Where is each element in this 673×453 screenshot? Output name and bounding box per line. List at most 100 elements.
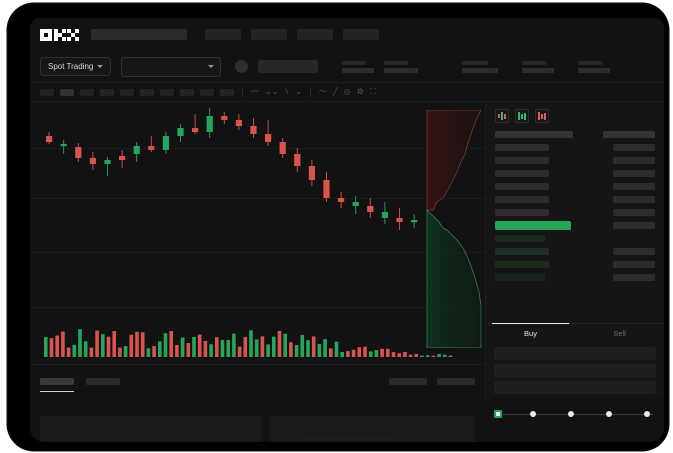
camera-icon[interactable]: ◎ bbox=[343, 87, 351, 96]
volume-bar bbox=[403, 352, 407, 357]
nav-item-4[interactable] bbox=[343, 29, 379, 40]
order-book-bid-row[interactable] bbox=[495, 246, 655, 256]
okx-logo[interactable] bbox=[40, 28, 79, 41]
interval-4h[interactable] bbox=[140, 88, 154, 96]
order-book-ask-row[interactable] bbox=[495, 155, 655, 165]
orders-panel-left[interactable] bbox=[40, 416, 262, 442]
slider-track bbox=[498, 414, 653, 415]
candle bbox=[89, 158, 96, 164]
trade-form: Buy Sell bbox=[486, 322, 664, 398]
ruler-icon[interactable]: ╱ bbox=[332, 87, 338, 96]
volume-histogram bbox=[44, 329, 453, 357]
fullscreen-icon[interactable]: ⛶ bbox=[369, 87, 376, 96]
bottom-tab-actions bbox=[389, 378, 475, 385]
tab-sell[interactable]: Sell bbox=[575, 324, 664, 343]
depth-bid-area bbox=[426, 209, 482, 348]
bottom-action-2[interactable] bbox=[437, 378, 475, 385]
orderbook-mode-both-icon[interactable] bbox=[495, 109, 509, 123]
orderbook-mode-asks-icon[interactable] bbox=[535, 109, 549, 123]
volume-bar bbox=[232, 333, 236, 357]
order-book-bid-row[interactable] bbox=[495, 272, 655, 282]
volume-bar bbox=[118, 347, 122, 357]
volume-bar bbox=[368, 351, 373, 357]
price-chart-panel[interactable] bbox=[30, 102, 485, 398]
indicator-wave-icon[interactable]: 〰 bbox=[251, 87, 259, 96]
orderbook-mode-bids-icon[interactable] bbox=[515, 109, 529, 123]
volume-bar bbox=[306, 340, 310, 357]
spot-trading-label: Spot Trading bbox=[48, 62, 94, 71]
candle bbox=[60, 144, 67, 147]
chart-gridline bbox=[30, 252, 485, 253]
price-input[interactable] bbox=[494, 347, 656, 360]
bottom-action-1[interactable] bbox=[389, 378, 427, 385]
interval-15m[interactable] bbox=[80, 88, 94, 96]
order-book-ask-row[interactable] bbox=[495, 142, 655, 152]
interval-more[interactable] bbox=[220, 88, 234, 96]
volume-bar bbox=[140, 332, 145, 357]
candle bbox=[396, 218, 403, 222]
volume-bar bbox=[329, 348, 333, 357]
slider-node-75[interactable] bbox=[606, 411, 612, 417]
amount-percent-slider[interactable] bbox=[494, 410, 655, 420]
candle bbox=[104, 160, 111, 164]
line-chart-icon[interactable]: 〜 bbox=[318, 87, 327, 96]
candle bbox=[294, 154, 301, 166]
volume-bar bbox=[95, 330, 99, 357]
order-book-ask-row[interactable] bbox=[495, 194, 655, 204]
interval-5m[interactable] bbox=[60, 88, 74, 96]
candle bbox=[75, 147, 82, 158]
nav-item-1[interactable] bbox=[205, 29, 241, 40]
interval-1w[interactable] bbox=[180, 88, 194, 96]
nav-item-2[interactable] bbox=[251, 29, 287, 40]
volume-bar bbox=[180, 337, 185, 357]
interval-1mo[interactable] bbox=[200, 88, 214, 96]
interval-1m[interactable] bbox=[40, 88, 54, 96]
alert-bell-icon[interactable]: ⑊ bbox=[284, 87, 290, 96]
volume-bar bbox=[363, 346, 367, 357]
order-book-bid-row[interactable] bbox=[495, 259, 655, 269]
volume-bar bbox=[135, 331, 139, 357]
global-search-input[interactable] bbox=[91, 29, 187, 40]
settings-icon[interactable]: ⚙ bbox=[356, 87, 364, 96]
ticker-bar: Spot Trading bbox=[30, 51, 664, 83]
order-book-ask-row[interactable] bbox=[495, 181, 655, 191]
slider-node-100[interactable] bbox=[644, 411, 650, 417]
volume-bar bbox=[72, 344, 77, 357]
chevron-down-icon bbox=[208, 65, 215, 68]
volume-bar bbox=[408, 354, 413, 357]
order-book-ask-row[interactable] bbox=[495, 168, 655, 178]
slider-node-0[interactable] bbox=[494, 410, 502, 418]
volume-bar bbox=[380, 348, 384, 357]
volume-bar bbox=[226, 339, 230, 357]
interval-1d[interactable] bbox=[160, 88, 174, 96]
trading-pair-select[interactable] bbox=[121, 56, 222, 77]
tab-buy-label: Buy bbox=[524, 329, 537, 338]
ticker-stat-5 bbox=[578, 60, 611, 73]
slider-node-25[interactable] bbox=[530, 411, 536, 417]
volume-bar bbox=[197, 334, 202, 357]
order-book-spread-row bbox=[495, 220, 655, 230]
bottom-tab-open-orders[interactable] bbox=[40, 378, 74, 392]
order-book-bid-row[interactable] bbox=[495, 233, 655, 243]
slider-node-50[interactable] bbox=[568, 411, 574, 417]
volume-bar bbox=[220, 339, 225, 357]
amount-input[interactable] bbox=[494, 364, 656, 377]
chevron-down-icon bbox=[97, 65, 104, 68]
chevron-down-icon[interactable]: ⌄ bbox=[295, 87, 302, 96]
nav-item-3[interactable] bbox=[297, 29, 333, 40]
volume-bar bbox=[169, 331, 173, 357]
spot-trading-dropdown[interactable]: Spot Trading bbox=[40, 57, 112, 76]
total-input[interactable] bbox=[494, 381, 656, 394]
candle bbox=[323, 180, 330, 198]
bottom-tab-order-history[interactable] bbox=[86, 378, 120, 385]
buy-sell-tabs: Buy Sell bbox=[486, 322, 664, 343]
compare-icon[interactable]: ⌄⌄ bbox=[265, 87, 279, 96]
interval-1h[interactable] bbox=[120, 88, 134, 96]
positions-tabs-bar bbox=[30, 364, 485, 398]
volume-bar bbox=[414, 353, 419, 357]
interval-30m[interactable] bbox=[100, 88, 114, 96]
tab-buy[interactable]: Buy bbox=[486, 322, 575, 343]
order-book-ask-row[interactable] bbox=[495, 207, 655, 217]
volume-bar bbox=[163, 333, 168, 357]
volume-bar bbox=[123, 346, 128, 357]
